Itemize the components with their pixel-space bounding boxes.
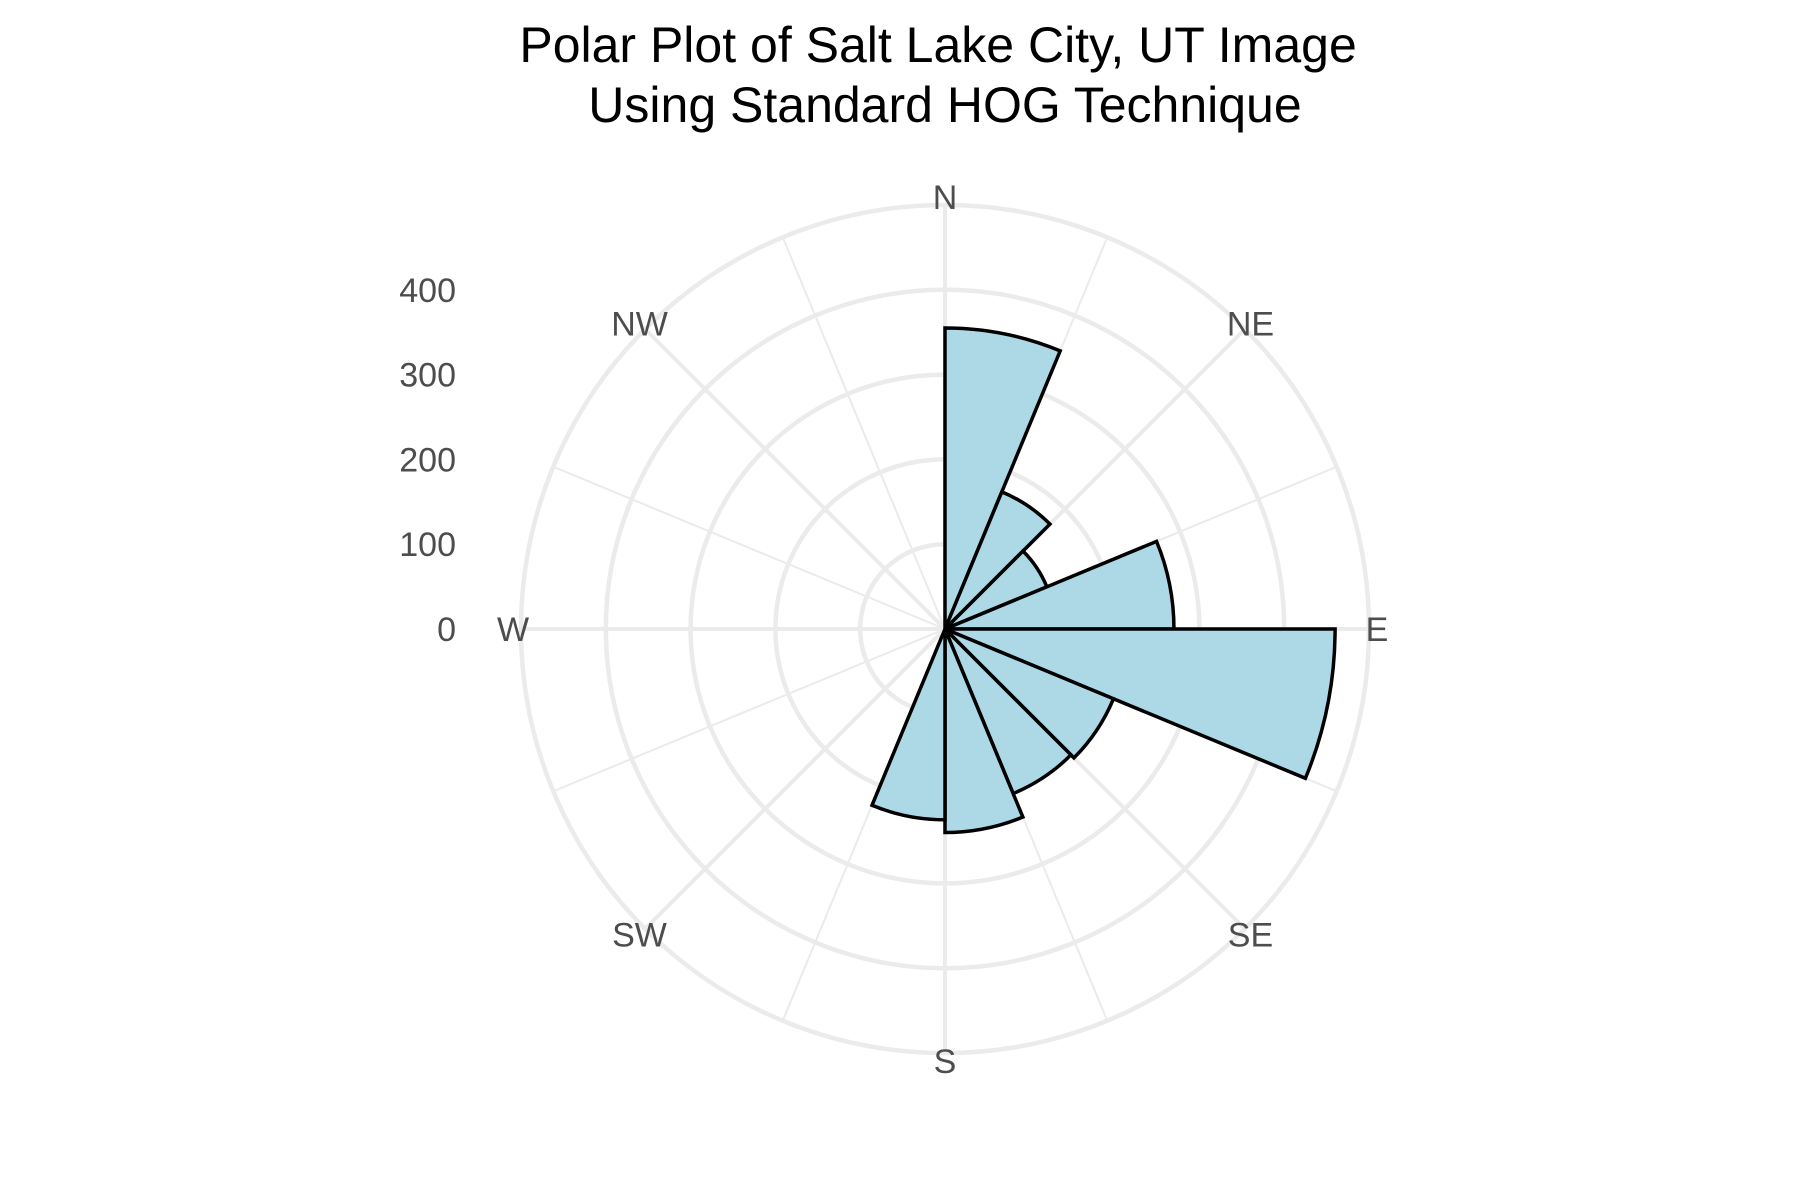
grid-spoke-minor [781, 236, 946, 630]
bar-wedge-1 [943, 489, 1053, 631]
bar-wedge-0 [943, 326, 1063, 630]
radial-tick-label-0: 0 [437, 611, 456, 649]
bar-wedge-5 [943, 627, 1116, 761]
radial-tick-label-100: 100 [399, 526, 456, 564]
direction-label-se: SE [1228, 916, 1273, 954]
grid-spoke-minor [552, 628, 946, 793]
bar-wedge-8 [869, 628, 947, 822]
direction-label-e: E [1366, 611, 1389, 649]
bar-wedge-7 [943, 628, 1026, 835]
direction-label-s: S [934, 1043, 957, 1081]
radial-tick-label-300: 300 [399, 357, 456, 395]
polar-labels: N NE E SE S SW W NW 0 100 200 300 400 [399, 179, 1388, 1081]
polar-bars [869, 326, 1337, 835]
chart-title-line-2: Using Standard HOG Technique [588, 77, 1301, 133]
bar-wedge-4 [944, 627, 1337, 781]
chart-title-line-1: Polar Plot of Salt Lake City, UT Image [519, 17, 1356, 73]
radial-tick-label-200: 200 [399, 441, 456, 479]
direction-label-nw: NW [611, 306, 668, 344]
direction-label-n: N [933, 179, 958, 217]
radial-tick-label-400: 400 [399, 272, 456, 310]
grid-spoke-major [643, 327, 947, 631]
direction-label-ne: NE [1227, 306, 1274, 344]
grid-spoke-major [643, 627, 947, 931]
chart-title: Polar Plot of Salt Lake City, UT Image U… [519, 17, 1370, 133]
direction-label-sw: SW [612, 916, 667, 954]
direction-label-w: W [497, 611, 529, 649]
grid-spoke-minor [552, 465, 946, 630]
